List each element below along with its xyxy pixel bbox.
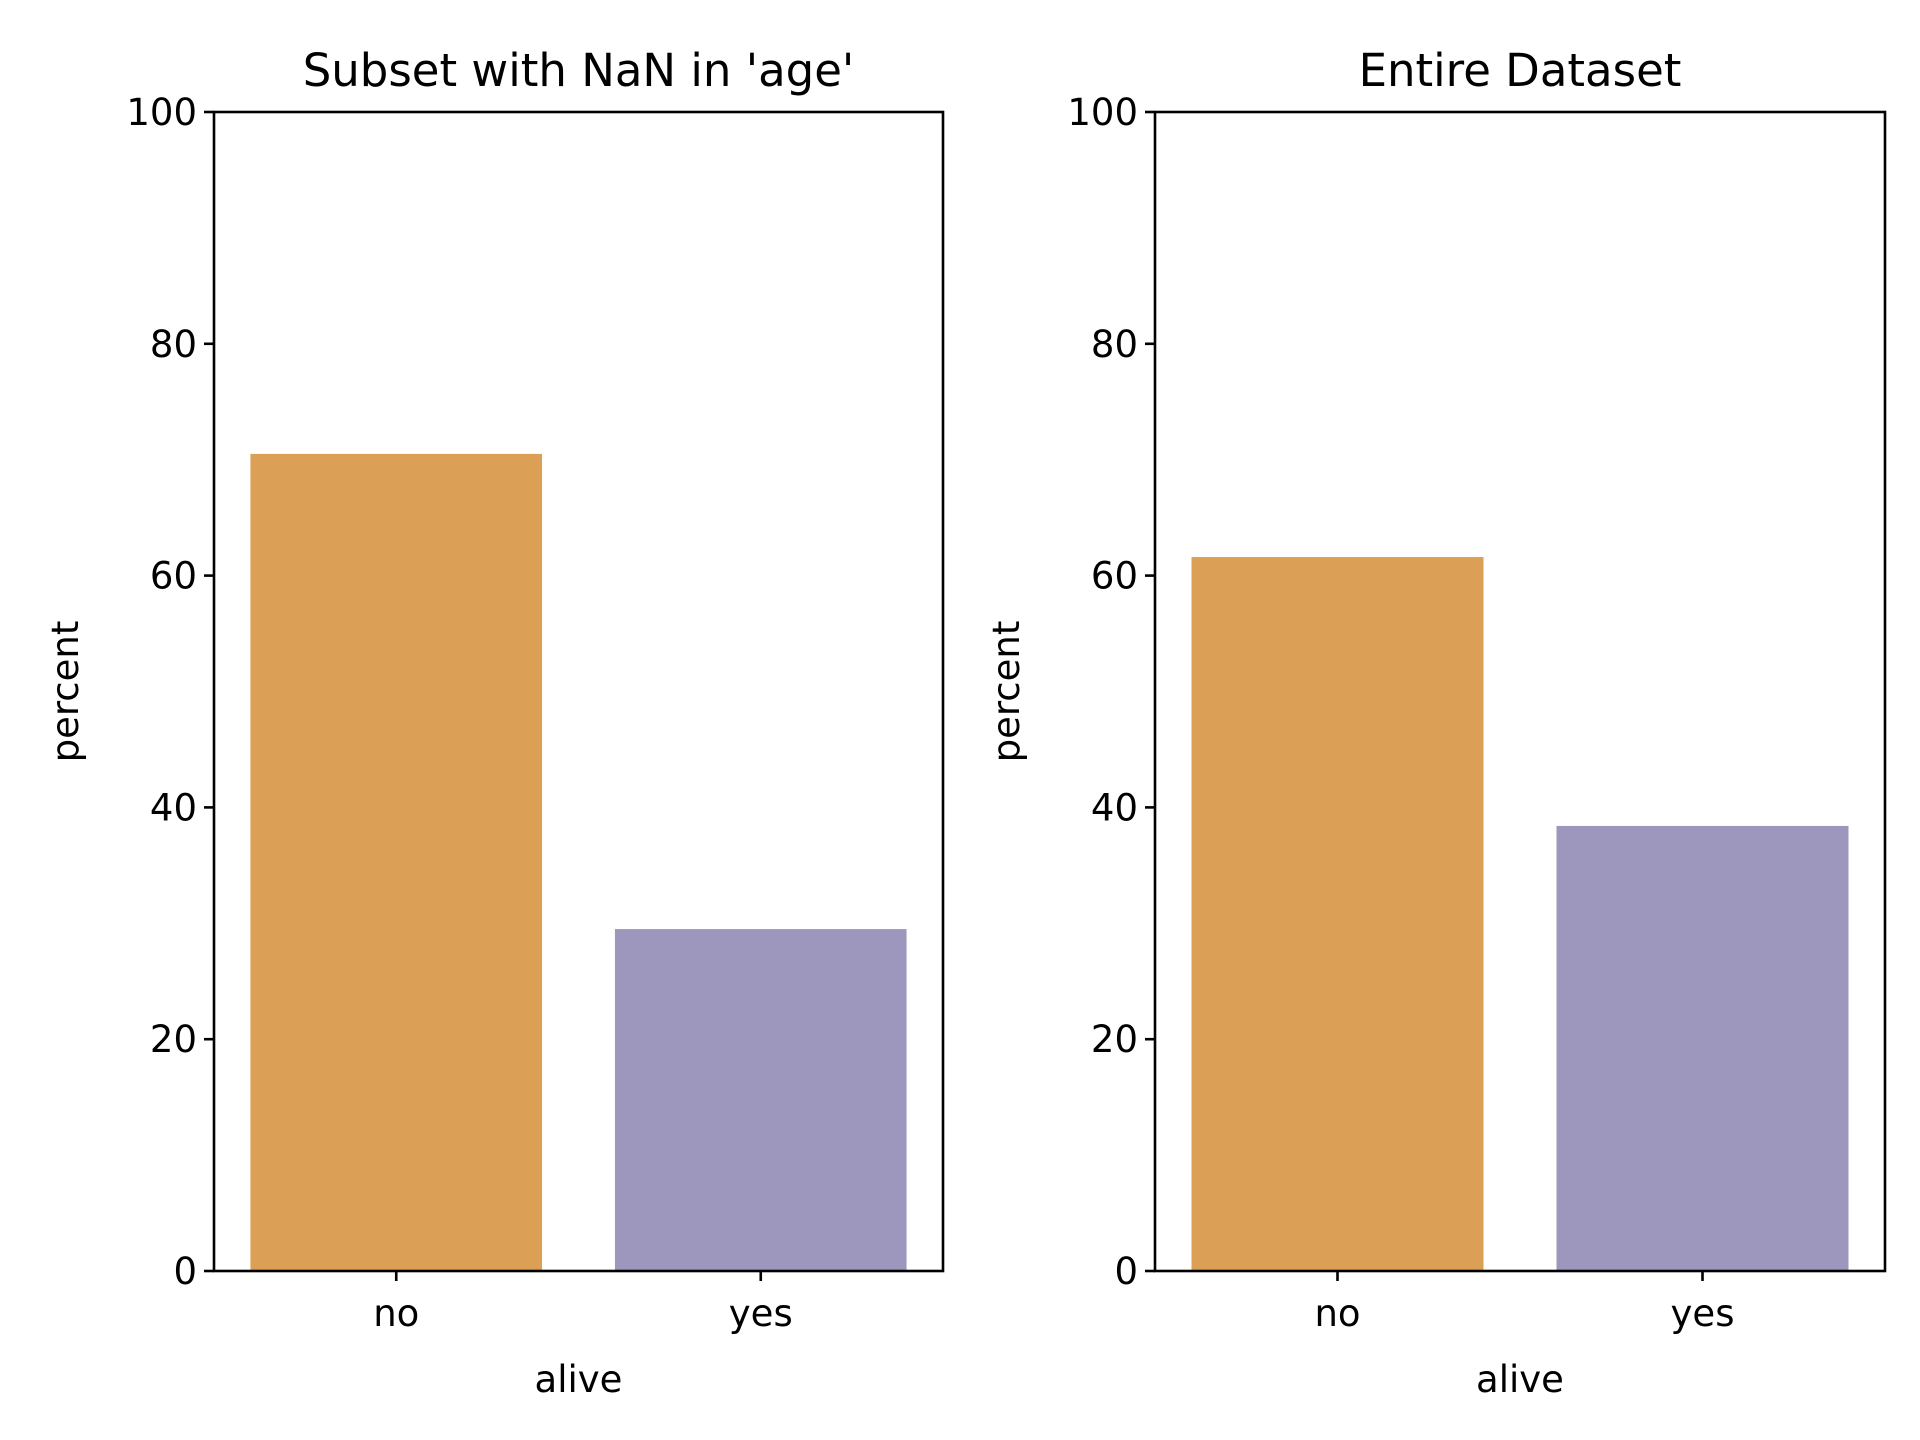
left-y-tick-label: 20 bbox=[150, 1018, 197, 1061]
right-y-tick-label: 40 bbox=[1091, 786, 1138, 829]
right-y-axis-label: percent bbox=[985, 621, 1028, 763]
left-plot-frame bbox=[212, 110, 945, 1273]
right-y-tick-label: 60 bbox=[1091, 555, 1138, 598]
left-y-tick-label: 100 bbox=[126, 91, 197, 134]
right-bar-no bbox=[1191, 557, 1484, 1271]
right-y-tick-label: 80 bbox=[1091, 323, 1138, 366]
right-x-tick-label-yes: yes bbox=[1671, 1292, 1735, 1335]
left-y-axis-label: percent bbox=[44, 621, 87, 763]
left-chart-panel: 0 20 40 60 80 100 no yes Subset with NaN in 'age… bbox=[44, 44, 945, 1401]
left-x-tick-label-yes: yes bbox=[729, 1292, 793, 1335]
left-y-tick-label: 60 bbox=[150, 555, 197, 598]
left-x-axis-label: alive bbox=[535, 1358, 623, 1401]
right-chart-title: Entire Dataset bbox=[1359, 44, 1682, 97]
left-x-tick-label-no: no bbox=[373, 1292, 419, 1335]
left-y-tick-label: 80 bbox=[150, 323, 197, 366]
right-chart-panel: 0 20 40 60 80 100 no yes Entire Dataset alive perc… bbox=[985, 44, 1887, 1401]
left-chart-title: Subset with NaN in 'age' bbox=[303, 44, 855, 97]
left-bar-no bbox=[250, 453, 543, 1271]
right-y-tick-label: 0 bbox=[1114, 1250, 1138, 1293]
left-y-tick-label: 0 bbox=[173, 1250, 197, 1293]
right-y-tick-label: 100 bbox=[1067, 91, 1138, 134]
left-bar-yes bbox=[614, 929, 907, 1271]
right-x-axis-label: alive bbox=[1476, 1358, 1564, 1401]
right-x-tick-label-no: no bbox=[1314, 1292, 1360, 1335]
right-bar-yes bbox=[1556, 825, 1849, 1271]
right-y-tick-label: 20 bbox=[1091, 1018, 1138, 1061]
left-y-tick-label: 40 bbox=[150, 786, 197, 829]
right-plot-frame bbox=[1153, 110, 1887, 1273]
